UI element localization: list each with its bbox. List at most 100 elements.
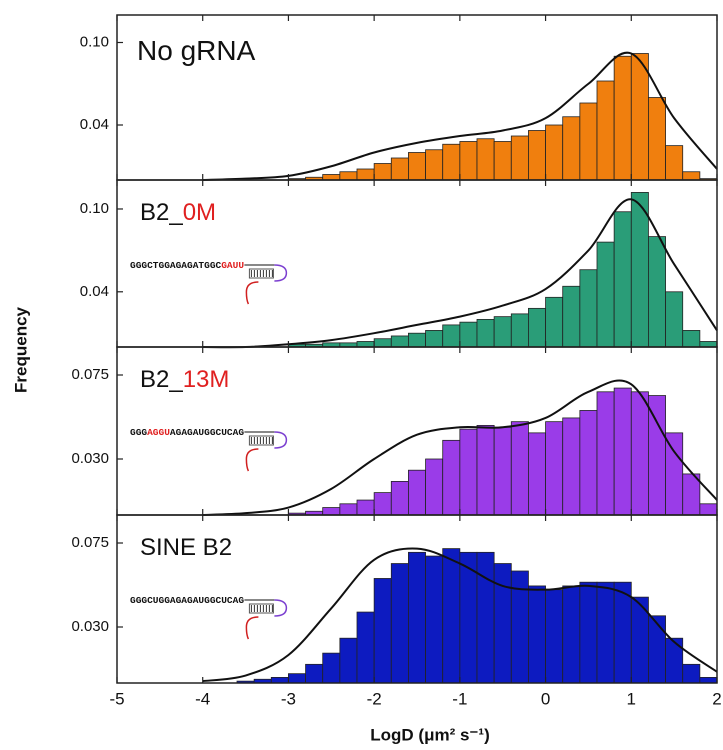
x-tick-label: 0 — [541, 689, 550, 708]
panel-label-part: B2_ — [140, 199, 183, 226]
panel-label: No gRNA — [137, 35, 256, 66]
bar — [373, 578, 392, 684]
bar — [579, 410, 598, 516]
bar — [630, 192, 649, 348]
bar — [425, 330, 444, 348]
bar — [630, 391, 649, 516]
bar — [322, 174, 341, 181]
rna-tail — [245, 448, 259, 472]
bar — [613, 55, 632, 181]
bar — [476, 551, 495, 684]
bar — [442, 324, 461, 348]
bar — [425, 555, 444, 684]
bar — [648, 236, 666, 348]
sequence-part: GGGCTGGAGAGATGGC — [130, 260, 222, 271]
bar — [528, 307, 546, 348]
y-tick-label: 0.04 — [80, 116, 109, 133]
bar — [665, 145, 684, 181]
rna-tail — [245, 281, 259, 305]
bar — [373, 338, 392, 348]
rna-loop — [274, 264, 288, 282]
y-tick-label: 0.075 — [71, 366, 109, 383]
bar — [408, 551, 426, 684]
bar — [322, 652, 341, 684]
bar — [545, 589, 564, 684]
rna-loop — [274, 599, 288, 617]
bar — [356, 168, 375, 181]
bar — [459, 321, 478, 348]
panel-label-part: 0M — [183, 199, 216, 226]
bar — [682, 171, 701, 181]
bar — [648, 395, 666, 516]
bar — [579, 269, 598, 348]
bar — [648, 615, 666, 684]
panel-label-part: B2_ — [140, 366, 183, 393]
bar — [493, 316, 512, 348]
bar — [459, 141, 478, 181]
bar — [613, 211, 632, 348]
bar — [322, 507, 341, 516]
bar — [528, 432, 546, 516]
bar — [579, 102, 598, 181]
bar — [596, 581, 615, 684]
panel-label-part: SINE B2 — [140, 534, 232, 561]
bar — [442, 143, 461, 181]
y-tick-label: 0.030 — [71, 450, 109, 467]
bar — [493, 141, 512, 181]
bar — [665, 432, 684, 516]
bar — [682, 663, 701, 684]
bar — [528, 585, 546, 684]
x-tick-label: 1 — [627, 689, 636, 708]
bar — [596, 80, 615, 181]
bar — [596, 241, 615, 348]
bar — [562, 585, 581, 684]
y-tick-label: 0.030 — [71, 618, 109, 635]
x-tick-label: -3 — [281, 689, 296, 708]
dna-duplex — [248, 435, 274, 446]
bar — [339, 171, 358, 181]
panel-label-part: No gRNA — [137, 35, 256, 66]
sequence: GGGCUGGAGAGAUGGCUCAG — [130, 595, 244, 606]
bar — [613, 387, 632, 516]
panel-label: B2_13M — [140, 366, 229, 393]
bar — [390, 480, 409, 516]
bar — [648, 97, 666, 181]
bar — [562, 417, 581, 516]
bar — [699, 503, 718, 516]
y-tick-label: 0.10 — [80, 33, 109, 50]
bar — [493, 563, 512, 684]
rna-loop — [274, 431, 288, 449]
bar — [390, 157, 409, 181]
bar — [442, 548, 461, 684]
bar — [579, 581, 598, 684]
bar — [408, 332, 426, 348]
bar — [528, 130, 546, 181]
dna-duplex — [248, 268, 274, 279]
bar — [476, 318, 495, 348]
y-tick-label: 0.075 — [71, 534, 109, 551]
bar — [390, 335, 409, 348]
fit-curve — [202, 547, 718, 683]
bar — [425, 458, 444, 516]
x-axis-label: LogD (μm² s⁻¹) — [370, 725, 489, 744]
bar — [476, 138, 495, 181]
y-tick-label: 0.04 — [80, 283, 109, 300]
sequence: GGGCTGGAGAGATGGCGAUU — [130, 260, 244, 271]
bar — [270, 677, 289, 684]
panel-label: SINE B2 — [140, 534, 232, 561]
bar — [682, 330, 701, 348]
bar — [665, 637, 684, 684]
bar — [373, 163, 392, 181]
bar — [442, 439, 461, 516]
bar — [545, 296, 564, 348]
bar — [493, 426, 512, 516]
bar — [305, 663, 324, 684]
bar — [510, 421, 529, 516]
bar — [373, 492, 392, 516]
sequence: GGGAGGUAGAGAUGGCUCAG — [130, 427, 244, 438]
y-axis-label: Frequency — [11, 306, 30, 393]
bar — [408, 469, 426, 516]
bar — [630, 53, 649, 181]
